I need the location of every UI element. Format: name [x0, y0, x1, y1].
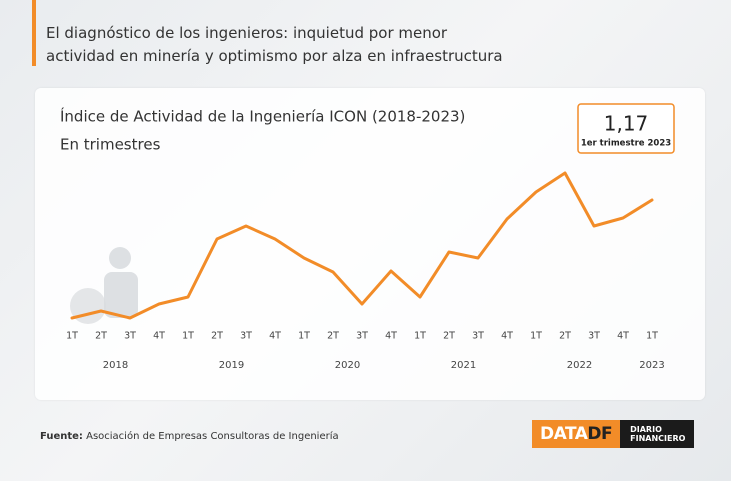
x-group-label: 2019 — [219, 360, 244, 371]
accent-bar — [32, 0, 36, 66]
decor — [104, 272, 138, 318]
x-tick-label: 2T — [95, 331, 107, 342]
x-tick-label: 2T — [327, 331, 339, 342]
chart-title: Índice de Actividad de la Ingeniería ICO… — [60, 107, 465, 126]
source-label: Fuente: — [40, 431, 83, 442]
headline-line: actividad en minería y optimismo por alz… — [46, 47, 503, 65]
x-tick-label: 4T — [385, 331, 397, 342]
x-group-label: 2021 — [451, 360, 476, 371]
logo: DATADF DIARIO FINANCIERO — [532, 420, 695, 448]
logo-line: DIARIO — [630, 425, 662, 434]
source: Fuente: Asociación de Empresas Consultor… — [40, 431, 339, 442]
x-tick-label: 3T — [124, 331, 136, 342]
data-line — [70, 171, 654, 320]
headline-line: El diagnóstico de los ingenieros: inquie… — [46, 24, 448, 42]
x-tick-label: 2T — [443, 331, 455, 342]
x-tick-label: 1T — [414, 331, 426, 342]
callout-value: 1,17 — [604, 112, 649, 136]
logo-data-text: DATA — [540, 424, 588, 444]
callout-box — [577, 103, 675, 154]
x-tick-label: 1T — [182, 331, 194, 342]
x-group-label: 2022 — [567, 360, 592, 371]
callout-label: 1er trimestre 2023 — [581, 139, 671, 149]
logo-data: DATADF — [532, 420, 621, 448]
headline: El diagnóstico de los ingenieros: inquie… — [46, 22, 503, 68]
x-tick-label: 4T — [153, 331, 165, 342]
x-tick-label: 4T — [269, 331, 281, 342]
x-tick-label: 1T — [66, 331, 78, 342]
chart-subtitle: En trimestres — [60, 136, 161, 154]
x-tick-label: 1T — [298, 331, 310, 342]
x-tick-label: 1T — [530, 331, 542, 342]
source-text: Asociación de Empresas Consultoras de In… — [86, 431, 339, 442]
x-tick-label: 3T — [240, 331, 252, 342]
x-tick-label: 4T — [617, 331, 629, 342]
x-group-label: 2018 — [103, 360, 128, 371]
x-group-label: 2023 — [639, 360, 664, 371]
x-tick-label: 2T — [559, 331, 571, 342]
x-tick-label: 1T — [646, 331, 658, 342]
decor — [109, 247, 131, 269]
x-tick-label: 4T — [501, 331, 513, 342]
x-tick-label: 3T — [588, 331, 600, 342]
x-tick-label: 3T — [472, 331, 484, 342]
x-group-label: 2020 — [335, 360, 360, 371]
x-tick-label: 3T — [356, 331, 368, 342]
logo-diario: DIARIO FINANCIERO — [620, 420, 695, 448]
logo-line: FINANCIERO — [630, 434, 686, 443]
logo-df: DF — [587, 424, 613, 444]
x-tick-label: 2T — [211, 331, 223, 342]
